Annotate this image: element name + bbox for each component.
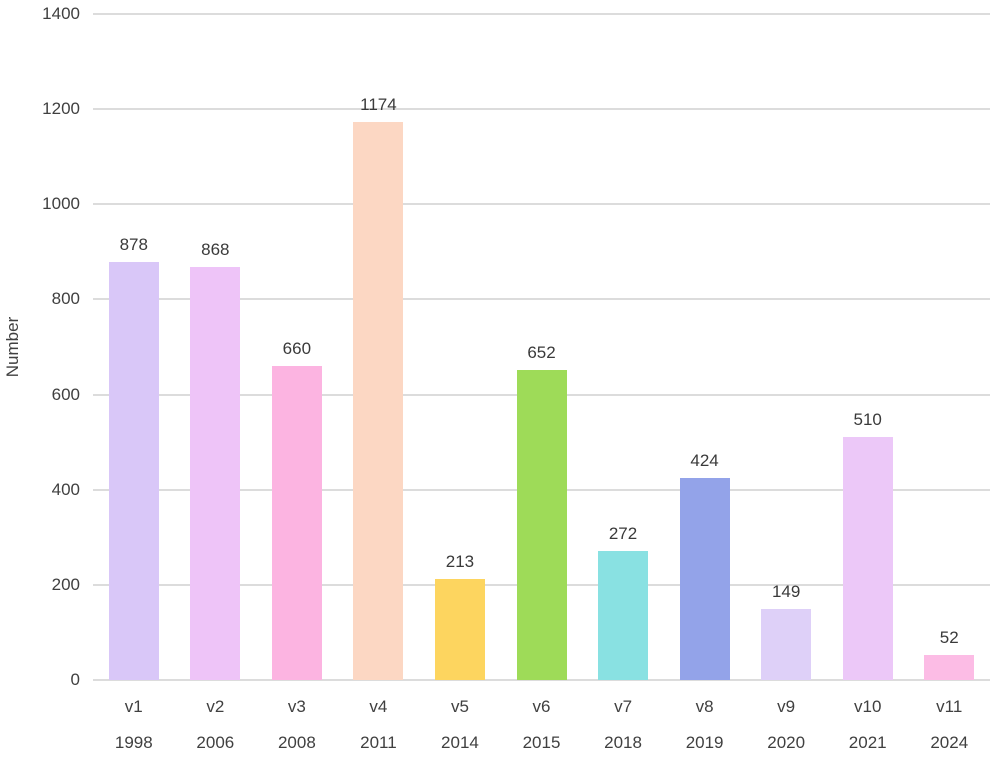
bar-value-label-v8: 424	[690, 451, 719, 471]
bar-v4	[353, 121, 404, 680]
gridline-0	[93, 679, 990, 681]
bar-value-label-v5: 213	[445, 551, 475, 571]
y-axis: 0 200 400 600 800 1000 1200 1400	[0, 0, 80, 760]
x-category-label-v2: v2	[206, 697, 225, 716]
bar-v10	[842, 437, 893, 680]
bar-value-label-v9: 149	[771, 582, 801, 602]
bar-v6	[516, 369, 567, 680]
y-tick-label-800: 800	[51, 289, 80, 309]
x-year-label-2014: 2014	[441, 733, 479, 752]
bar-value-label-v7: 272	[608, 523, 638, 543]
x-year-label-2020: 2020	[767, 733, 806, 752]
x-category-label-v9: v9	[777, 697, 796, 716]
gridline-1200	[93, 108, 990, 111]
y-tick-label-1400: 1400	[42, 4, 80, 23]
bar-value-label-v10: 510	[853, 410, 882, 430]
x-year-label-2008: 2008	[277, 733, 316, 752]
plot-area: 878 868 660 1174 213 652 272 424 149 510 52	[93, 13, 990, 681]
y-tick-label-400: 400	[51, 479, 80, 499]
y-tick-label-1200: 1200	[42, 99, 80, 119]
x-year-label-2011: 2011	[360, 733, 397, 752]
x-axis-years: 1998 2006 2008 2011 2014 2015 2018 2019 2020 2021…	[93, 732, 990, 754]
bar-value-label-v3: 660	[282, 339, 312, 359]
bar-v1	[108, 262, 159, 680]
bar-value-label-v4: 1174	[360, 94, 397, 114]
x-category-label-v10: v10	[853, 697, 882, 716]
x-axis-categories: v1 v2 v3 v4 v5 v6 v7 v8 v9 v10 v11	[93, 696, 990, 718]
x-year-label-1998: 1998	[114, 733, 153, 752]
x-year-label-2019: 2019	[685, 733, 724, 752]
x-year-label-2018: 2018	[604, 733, 642, 752]
gridline-800	[93, 298, 990, 301]
bar-v11	[924, 655, 975, 680]
bar-v7	[598, 550, 649, 680]
bar-v8	[679, 478, 730, 680]
x-category-label-v4: v4	[369, 697, 388, 716]
x-category-label-v3: v3	[287, 697, 306, 716]
x-category-label-v1: v1	[124, 697, 143, 716]
x-category-label-v8: v8	[695, 697, 714, 716]
gridline-1000	[93, 203, 990, 206]
x-year-label-2021: 2021	[848, 733, 887, 752]
bar-value-label-v6: 652	[527, 342, 556, 362]
bar-v3	[271, 366, 322, 680]
x-category-label-v7: v7	[614, 697, 633, 716]
y-tick-label-0: 0	[70, 670, 80, 689]
gridline-1400	[93, 13, 990, 15]
bar-v5	[434, 578, 485, 680]
y-tick-label-600: 600	[51, 384, 80, 404]
bar-v9	[761, 609, 812, 680]
y-tick-label-200: 200	[51, 574, 80, 594]
bar-value-label-v2: 868	[201, 240, 230, 260]
x-year-label-2006: 2006	[196, 733, 235, 752]
bar-value-label-v11: 52	[939, 628, 959, 648]
x-category-label-v6: v6	[532, 697, 551, 716]
x-category-label-v5: v5	[450, 697, 469, 716]
x-year-label-2015: 2015	[522, 733, 561, 752]
bar-v2	[190, 267, 241, 680]
bar-value-label-v1: 878	[119, 235, 148, 255]
x-category-label-v11: v11	[936, 697, 963, 716]
x-year-label-2024: 2024	[930, 733, 969, 752]
y-tick-label-1000: 1000	[42, 194, 80, 214]
